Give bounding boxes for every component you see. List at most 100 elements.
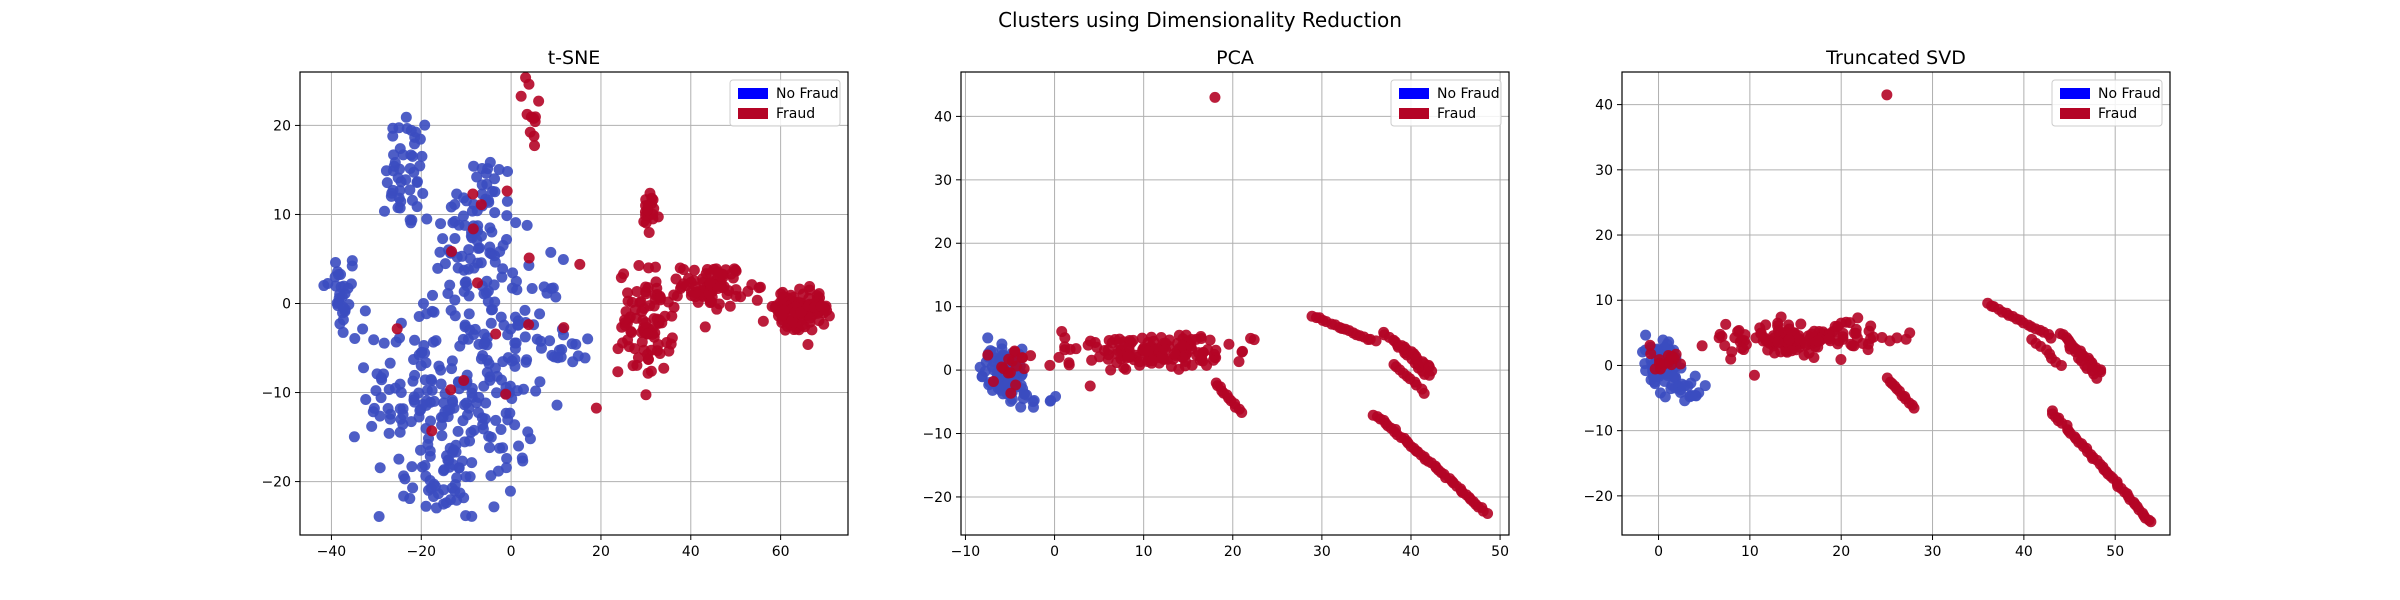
scatter-point: [406, 461, 418, 473]
scatter-points: [974, 91, 1494, 519]
scatter-point: [1772, 336, 1784, 348]
scatter-point: [727, 272, 739, 284]
scatter-point: [579, 352, 591, 364]
y-tick-label: 40: [1595, 98, 1613, 114]
scatter-point: [502, 165, 514, 177]
scatter-point: [1426, 365, 1438, 377]
scatter-point: [1674, 386, 1686, 398]
scatter-point: [526, 283, 538, 295]
x-tick-label: 0: [1654, 544, 1663, 560]
scatter-point: [357, 323, 369, 335]
y-tick-label: 0: [1604, 358, 1613, 374]
scatter-point: [417, 297, 429, 309]
scatter-point: [815, 300, 827, 312]
scatter-point: [501, 185, 513, 197]
scatter-point: [557, 254, 569, 266]
scatter-point: [1891, 332, 1903, 344]
scatter-point: [449, 199, 461, 211]
scatter-point: [466, 457, 478, 469]
scatter-point: [1111, 348, 1123, 360]
scatter-point: [661, 336, 673, 348]
scatter-point: [484, 222, 496, 234]
scatter-point: [501, 234, 513, 246]
scatter-point: [435, 378, 447, 390]
scatter-point: [393, 122, 405, 134]
scatter-point: [426, 425, 438, 437]
legend-label-fraud: Fraud: [2098, 106, 2137, 122]
scatter-point: [430, 502, 442, 514]
scatter-point: [519, 304, 531, 316]
scatter-point: [678, 264, 690, 276]
scatter-point: [529, 140, 541, 152]
scatter-point: [530, 385, 542, 397]
scatter-points: [1637, 89, 2157, 528]
scatter-point: [1147, 355, 1159, 367]
scatter-point: [1696, 340, 1708, 352]
x-tick-label: 50: [2106, 544, 2124, 560]
scatter-point: [476, 162, 488, 174]
x-tick-label: 40: [1402, 544, 1420, 560]
scatter-point: [502, 329, 514, 341]
scatter-point: [642, 328, 654, 340]
axes-frame: [960, 71, 1510, 536]
scatter-point: [442, 404, 454, 416]
scatter-point: [427, 289, 439, 301]
scatter-point: [1720, 318, 1732, 330]
legend-swatch-no-fraud: [2060, 88, 2090, 99]
scatter-point: [407, 482, 419, 494]
scatter-point: [1659, 375, 1671, 387]
scatter-point: [400, 174, 412, 186]
scatter-point: [1775, 311, 1787, 323]
scatter-point: [712, 282, 724, 294]
legend-label-fraud: Fraud: [776, 106, 815, 122]
scatter-point: [490, 414, 502, 426]
chart-title: PCA: [1216, 47, 1254, 69]
scatter-point: [446, 245, 458, 257]
scatter-point: [318, 280, 330, 292]
scatter-point: [1644, 339, 1656, 351]
scatter-point: [1862, 344, 1874, 356]
scatter-point: [685, 290, 697, 302]
scatter-point: [1192, 347, 1204, 359]
scatter-point: [405, 416, 417, 428]
scatter-point: [456, 250, 468, 262]
scatter-point: [498, 319, 510, 331]
scatter-point: [337, 326, 349, 338]
scatter-point: [502, 414, 514, 426]
scatter-point: [1003, 353, 1015, 365]
scatter-point: [481, 332, 493, 344]
scatter-point: [1176, 339, 1188, 351]
series-fraud: [391, 72, 835, 437]
scatter-point: [533, 95, 545, 107]
scatter-point: [435, 218, 447, 230]
scatter-point: [1004, 367, 1016, 379]
scatter-point: [651, 282, 663, 294]
scatter-point: [795, 306, 807, 318]
scatter-point: [524, 433, 536, 445]
scatter-point: [389, 156, 401, 168]
scatter-point: [724, 300, 736, 312]
scatter-point: [394, 378, 406, 390]
scatter-point: [1659, 391, 1671, 403]
scatter-point: [409, 334, 421, 346]
scatter-point: [475, 199, 487, 211]
scatter-point: [699, 321, 711, 333]
scatter-point: [459, 436, 471, 448]
scatter-point: [450, 446, 462, 458]
scatter-point: [1725, 353, 1737, 365]
scatter-point: [711, 266, 723, 278]
scatter-point: [1210, 344, 1222, 356]
scatter-point: [1015, 401, 1027, 413]
y-tick-label: −10: [1583, 424, 1613, 440]
scatter-point: [515, 90, 527, 102]
tick-labels: −10 0 10 20 30 40 50 −20 −10 0 10 20 30 40: [922, 109, 1509, 560]
scatter-point: [368, 334, 380, 346]
scatter-point: [630, 312, 642, 324]
scatter-point: [488, 501, 500, 513]
scatter-point: [408, 353, 420, 365]
scatter-point: [622, 295, 634, 307]
scatter-point: [1209, 91, 1221, 103]
scatter-point: [635, 296, 647, 308]
scatter-point: [458, 375, 470, 387]
scatter-point: [648, 300, 660, 312]
